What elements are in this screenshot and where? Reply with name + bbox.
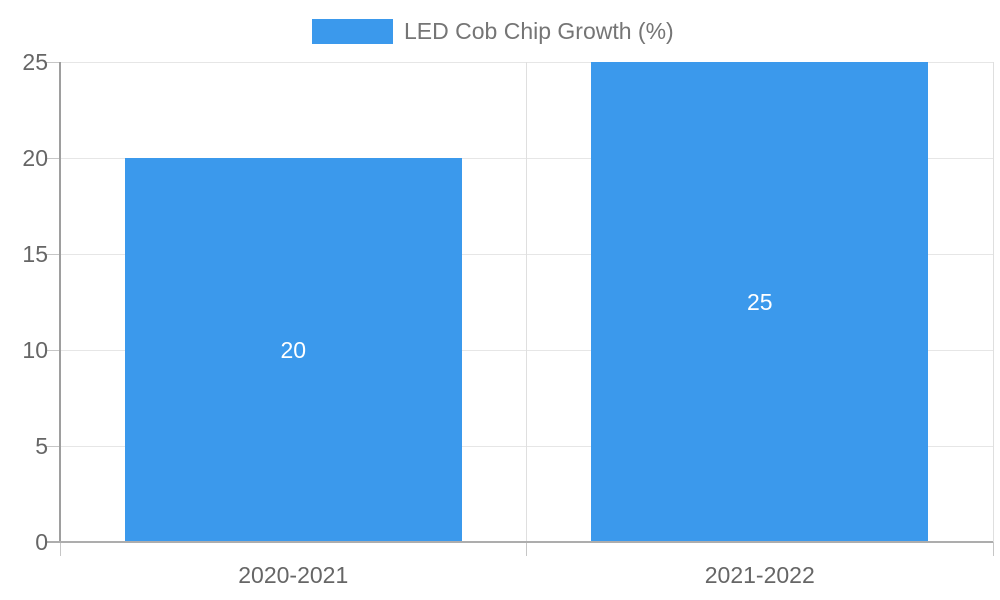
x-axis-line bbox=[45, 541, 993, 543]
y-axis-tick-label: 0 bbox=[35, 529, 48, 555]
bar-value-label: 25 bbox=[746, 289, 773, 315]
x-gridline bbox=[526, 62, 527, 542]
y-axis-tick bbox=[45, 253, 60, 255]
bar[interactable] bbox=[591, 62, 929, 541]
y-axis-tick-label: 10 bbox=[22, 337, 48, 363]
legend-label: LED Cob Chip Growth (%) bbox=[404, 18, 674, 44]
y-axis-tick bbox=[45, 61, 60, 63]
y-axis-tick bbox=[45, 445, 60, 447]
chart-legend[interactable]: LED Cob Chip Growth (%) bbox=[312, 19, 674, 44]
bar-value-label: 20 bbox=[280, 337, 307, 363]
x-axis-category-label: 2021-2022 bbox=[704, 562, 815, 588]
y-axis-line bbox=[59, 62, 61, 542]
y-axis-tick-label: 15 bbox=[22, 241, 48, 267]
legend-swatch-icon bbox=[312, 19, 393, 44]
x-gridline bbox=[992, 62, 994, 542]
y-axis-tick bbox=[45, 349, 60, 351]
y-axis-tick-label: 20 bbox=[22, 145, 48, 171]
x-axis-tick bbox=[992, 542, 994, 556]
x-axis-tick bbox=[59, 542, 61, 556]
x-axis-tick bbox=[526, 542, 527, 556]
y-axis-tick-label: 25 bbox=[22, 49, 48, 75]
y-axis-tick bbox=[45, 157, 60, 159]
y-axis-tick-label: 5 bbox=[35, 433, 48, 459]
bar[interactable] bbox=[124, 158, 462, 541]
x-axis-category-label: 2020-2021 bbox=[238, 562, 349, 588]
